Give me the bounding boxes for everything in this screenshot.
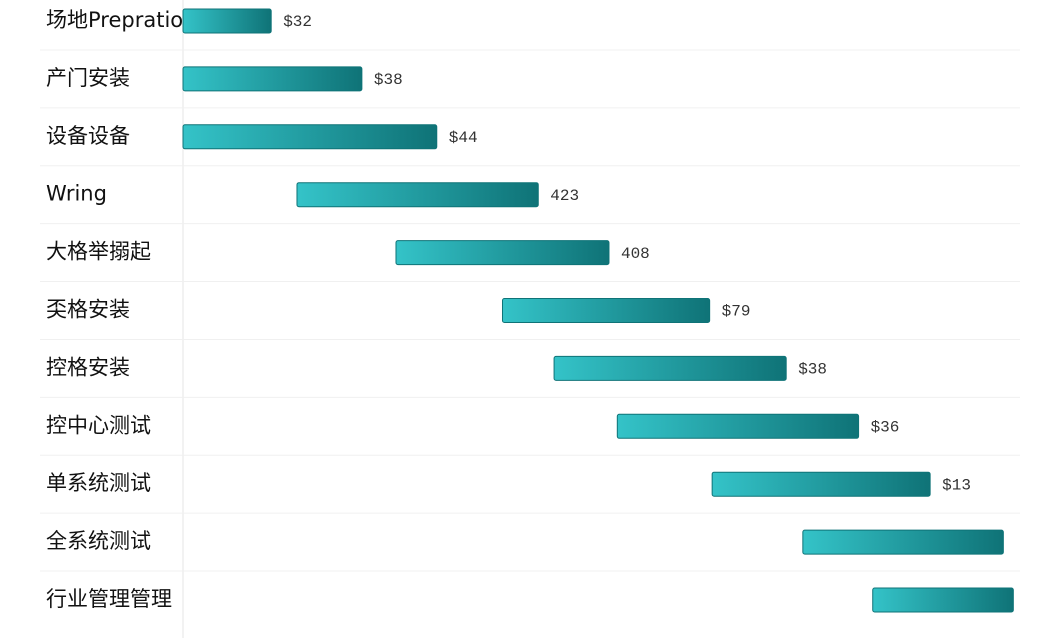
bar	[182, 8, 272, 34]
category-label: 奀格安装	[46, 298, 130, 322]
bar-label: $79	[722, 303, 751, 321]
category-label: 场地Prepration	[46, 8, 196, 32]
category-label: 行业管理管理	[46, 587, 172, 611]
bar	[616, 413, 860, 439]
bar-label: $44	[449, 129, 478, 147]
bar	[395, 240, 610, 266]
bar	[872, 587, 1014, 613]
category-label: 控中心测试	[46, 413, 151, 437]
category-label: 单系统测试	[46, 471, 151, 495]
bar	[182, 124, 438, 150]
category-label: 产门安装	[46, 66, 130, 90]
bar-label: $38	[374, 71, 403, 89]
category-label: 大格举搦起	[46, 240, 151, 264]
category-label: 控格安装	[46, 355, 130, 379]
bar	[802, 529, 1004, 555]
bar-label: $36	[871, 419, 900, 437]
category-label: 设备设备	[46, 124, 130, 148]
bar	[501, 298, 711, 323]
bar	[182, 66, 363, 92]
category-label: 全系统测试	[46, 529, 151, 553]
bar	[711, 471, 931, 497]
bar-label: $38	[798, 361, 827, 379]
bar-label: $13	[942, 476, 971, 494]
bar-label: 423	[550, 187, 579, 205]
bar	[553, 355, 787, 381]
category-label: Wring	[46, 182, 107, 206]
bar	[296, 182, 539, 208]
bar-label: 408	[621, 245, 650, 263]
bar-label: $32	[283, 13, 312, 31]
